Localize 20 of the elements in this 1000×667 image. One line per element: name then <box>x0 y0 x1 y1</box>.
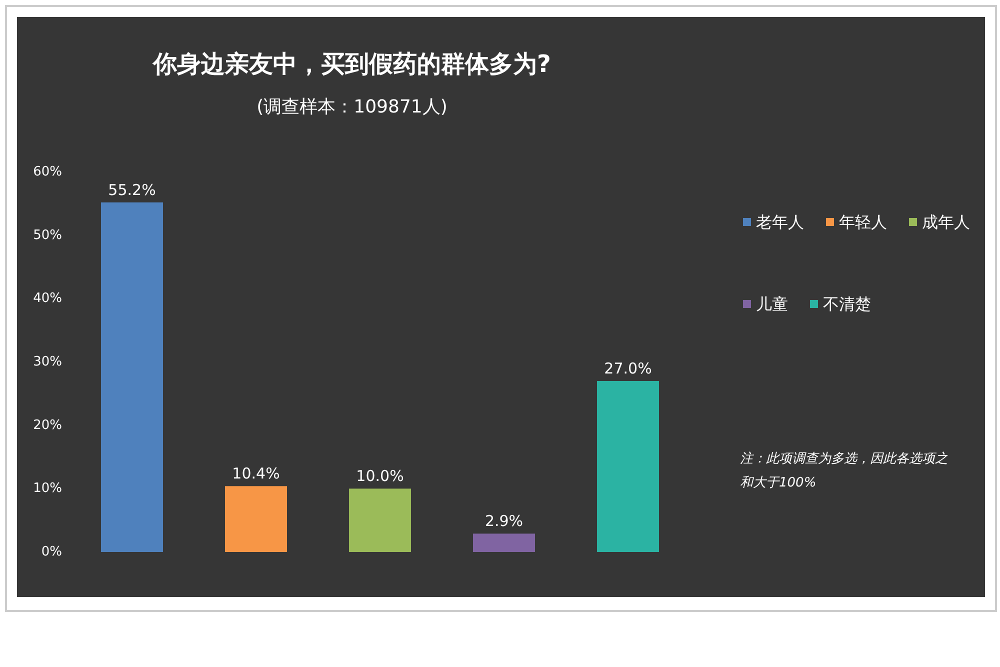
y-tick-label: 10% <box>33 481 62 496</box>
data-label: 27.0% <box>604 360 652 378</box>
text: 注：此项调查为多选，因此各选项之和大于100% <box>740 452 948 490</box>
y-tick-label: 30% <box>33 354 62 370</box>
data-label: 55.2% <box>108 180 156 199</box>
y-tick-label: 0% <box>41 544 62 560</box>
y-tick-label: 20% <box>33 418 62 433</box>
y-tick-label: 40% <box>33 291 62 306</box>
legend-label: 老年人 <box>756 212 804 232</box>
data-label: 10.0% <box>356 467 404 486</box>
y-tick-label: 60% <box>33 164 62 180</box>
data-label: 2.9% <box>484 512 524 530</box>
data-label: 10.4% <box>232 464 280 483</box>
legend-label: 年轻人 <box>839 212 887 232</box>
legend-label: 成年人 <box>922 212 970 232</box>
chart-subtitle: (调查样本：109871人) <box>256 96 448 118</box>
chart-title: 你身边亲友中，买到假药的群体多为? <box>152 50 551 78</box>
y-tick-label: 50% <box>33 228 62 243</box>
legend-label: 不清楚 <box>823 294 871 314</box>
legend-label: 儿童 <box>756 294 788 314</box>
